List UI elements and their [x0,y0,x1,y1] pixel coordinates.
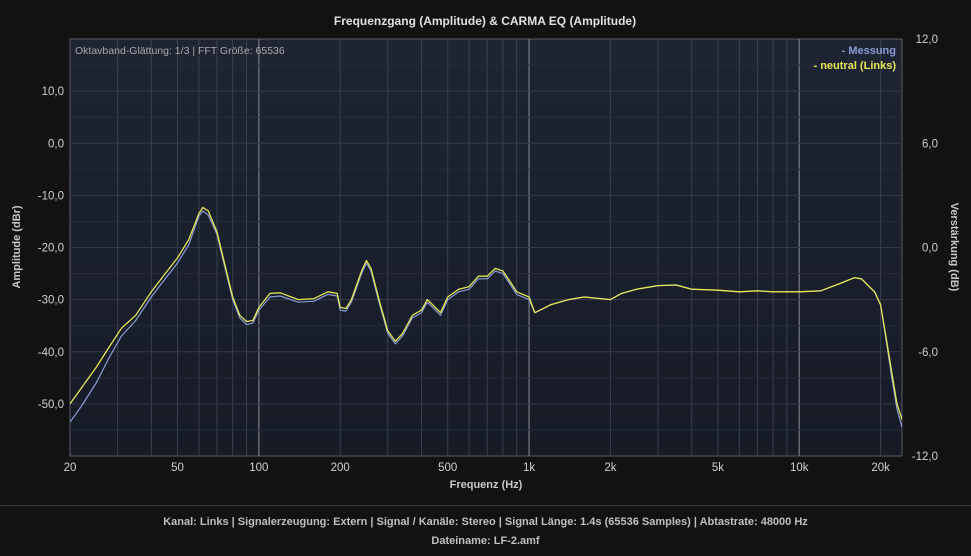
grid-lines [70,39,902,456]
x-tick-label: 10k [790,462,809,474]
y2-tick-label: -6,0 [918,347,938,359]
y-tick-label: -40,0 [38,347,64,359]
y-axis-label: Amplitude (dBr) [11,205,23,288]
y-tick-label: 10,0 [42,86,64,98]
x-axis-label: Frequenz (Hz) [450,479,523,491]
x-tick-label: 20 [64,462,77,474]
y-tick-label: 0,0 [48,138,64,150]
x-tick-label: 5k [712,462,724,474]
x-tick-label: 500 [438,462,457,474]
y2-tick-label: 12,0 [916,34,938,46]
x-tick-label: 20k [871,462,890,474]
legend-entry-neutral-links: - neutral (Links) [813,60,896,72]
series-line-neutral-links [70,206,902,420]
frequency-response-chart: Frequenzgang (Amplitude) & CARMA EQ (Amp… [11,14,960,491]
y-tick-label: -10,0 [38,190,64,202]
y-tick-label: -20,0 [38,243,64,255]
x-axis-ticks: 20 50 100 200 500 1k 2k 5k 10k 20k [64,462,891,474]
x-tick-label: 100 [249,462,268,474]
x-tick-label: 200 [331,462,350,474]
y-axis-ticks: 10,0 0,0 -10,0 -20,0 -30,0 -40,0 -50,0 [38,86,64,411]
y-tick-label: -50,0 [38,399,64,411]
y2-tick-label: -12,0 [912,451,938,463]
status-footer: Kanal: Links | Signalerzeugung: Extern |… [0,505,971,556]
series-layer [70,206,902,428]
smoothing-annotation: Oktavband-Glättung: 1/3 | FFT Größe: 655… [75,45,285,57]
y2-tick-label: 6,0 [922,138,938,150]
y2-axis-label: Verstärkung (dB) [948,203,960,292]
footer-filename: Dateiname: LF-2.amf [431,535,540,547]
legend-entry-messung: - Messung [842,45,896,57]
x-tick-label: 2k [604,462,616,474]
footer-signal-info: Kanal: Links | Signalerzeugung: Extern |… [163,516,808,528]
chart-title: Frequenzgang (Amplitude) & CARMA EQ (Amp… [334,14,636,28]
y-tick-label: -30,0 [38,295,64,307]
x-tick-label: 50 [171,462,184,474]
y2-axis-ticks: 12,0 6,0 0,0 -6,0 -12,0 [912,34,938,463]
x-tick-label: 1k [523,462,535,474]
y2-tick-label: 0,0 [922,243,938,255]
